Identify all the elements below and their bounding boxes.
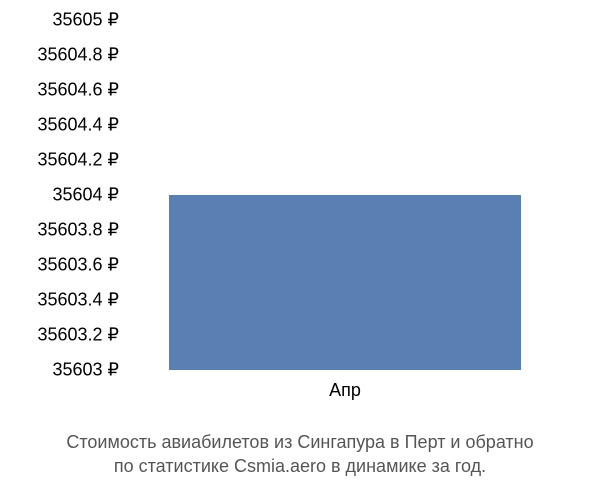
y-tick-label: 35604.2 ₽ bbox=[37, 150, 125, 171]
plot-area: 35603 ₽35603.2 ₽35603.4 ₽35603.6 ₽35603.… bbox=[125, 20, 565, 370]
y-tick-label: 35603.4 ₽ bbox=[37, 290, 125, 311]
price-chart: 35603 ₽ 35603.2 ₽ 35603.4 ₽ 35603.6 ₽ 35603.… bbox=[0, 0, 600, 420]
caption-line1: Стоимость авиабилетов из Сингапура в Пер… bbox=[0, 430, 600, 454]
y-tick-label: 35604.8 ₽ bbox=[37, 45, 125, 66]
y-tick-label: 35604.4 ₽ bbox=[37, 115, 125, 136]
caption-line2: по статистике Csmia.aero в динамике за г… bbox=[0, 454, 600, 478]
y-tick-label: 35603.6 ₽ bbox=[37, 255, 125, 276]
y-tick-label: 35603 ₽ bbox=[52, 360, 125, 381]
y-tick-label: 35605 ₽ bbox=[52, 10, 125, 31]
y-tick-label: 35604 ₽ bbox=[52, 185, 125, 206]
chart-caption: Стоимость авиабилетов из Сингапура в Пер… bbox=[0, 430, 600, 479]
y-tick-label: 35604.6 ₽ bbox=[37, 80, 125, 101]
bar bbox=[169, 195, 521, 370]
x-tick-label: Апр bbox=[329, 370, 361, 401]
y-tick-label: 35603.8 ₽ bbox=[37, 220, 125, 241]
y-tick-label: 35603.2 ₽ bbox=[37, 325, 125, 346]
